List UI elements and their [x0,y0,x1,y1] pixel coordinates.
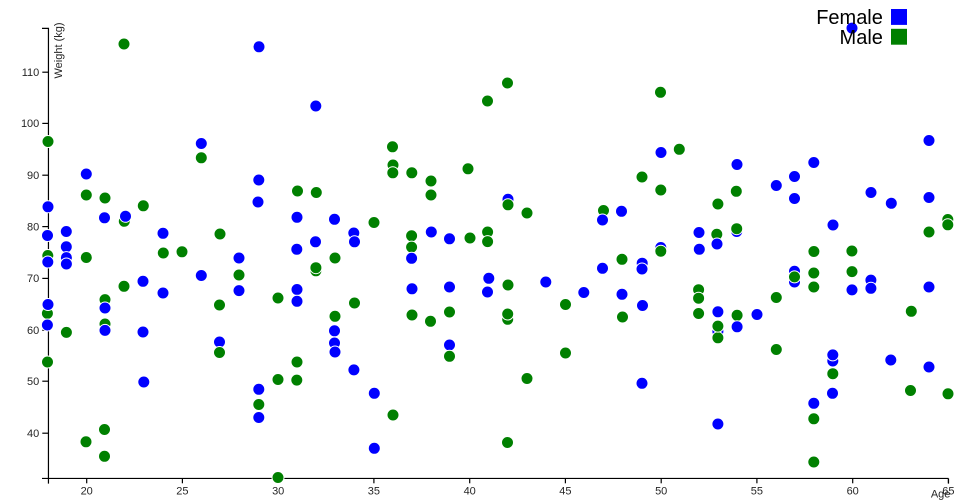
svg-text:45: 45 [559,485,571,497]
svg-text:50: 50 [655,485,667,497]
svg-text:35: 35 [368,485,380,497]
svg-text:25: 25 [176,485,188,497]
svg-text:Male: Male [840,27,883,49]
svg-text:60: 60 [27,325,39,337]
svg-text:55: 55 [751,485,763,497]
svg-text:100: 100 [21,118,39,130]
svg-text:40: 40 [27,428,39,440]
svg-text:40: 40 [464,485,476,497]
svg-text:60: 60 [847,485,859,497]
svg-text:90: 90 [27,170,39,182]
svg-text:80: 80 [27,221,39,233]
svg-text:65: 65 [942,485,954,497]
svg-text:Age: Age [931,489,951,500]
svg-text:110: 110 [22,67,40,79]
svg-text:Weight (kg): Weight (kg) [53,22,65,78]
svg-text:50: 50 [27,376,39,388]
svg-text:20: 20 [81,485,93,497]
svg-text:30: 30 [272,485,284,497]
svg-text:70: 70 [27,273,39,285]
svg-text:Female: Female [816,7,883,29]
